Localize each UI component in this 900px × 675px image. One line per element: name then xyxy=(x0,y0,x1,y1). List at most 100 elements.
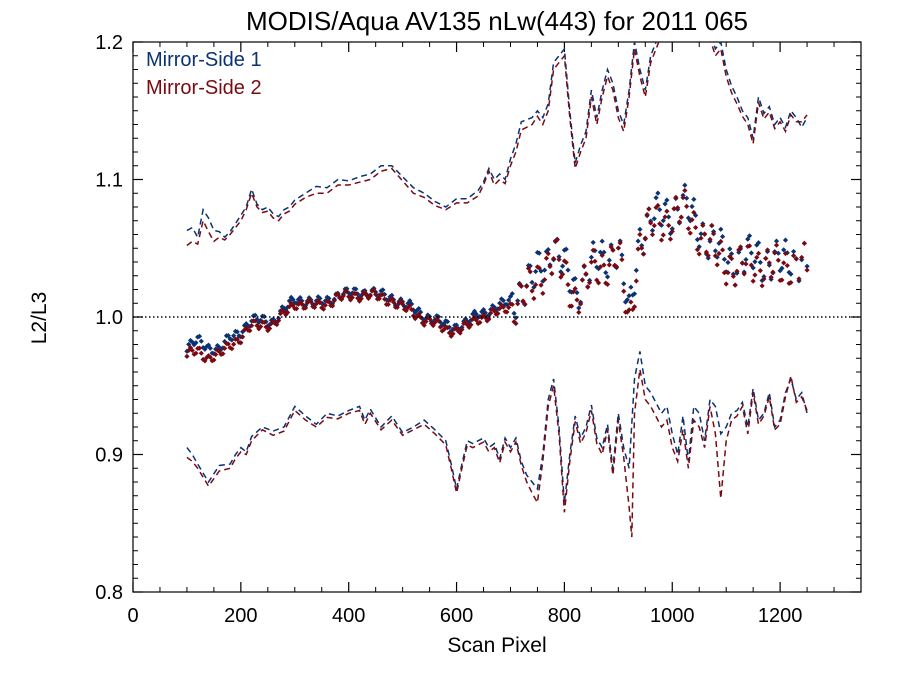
series-1-point xyxy=(479,309,485,315)
series-1-point xyxy=(531,284,537,290)
series-1-point xyxy=(619,252,625,258)
series-2-point xyxy=(274,321,280,328)
series-2-point xyxy=(545,250,551,257)
series-1-point xyxy=(506,297,512,303)
series-2-point xyxy=(516,281,523,288)
series-2-point xyxy=(525,265,532,271)
series-2-point xyxy=(207,354,213,360)
series-2-point xyxy=(437,324,443,330)
series-2-point xyxy=(416,311,422,317)
series-2-point xyxy=(308,299,314,305)
series-2-point xyxy=(743,261,749,267)
series-2-point xyxy=(549,270,555,277)
series-2-point xyxy=(396,300,402,306)
series-2-point xyxy=(389,295,395,301)
series-2-point xyxy=(326,299,332,305)
series-1-point xyxy=(653,195,659,201)
series-1-point xyxy=(236,333,242,339)
chart-title: MODIS/Aqua AV135 nLw(443) for 2011 065 xyxy=(246,6,748,36)
series-2-point xyxy=(563,259,569,265)
series-1-point xyxy=(689,203,695,210)
y-tick-label: 0.9 xyxy=(95,445,123,467)
series-2-point xyxy=(572,285,578,292)
series-1-point xyxy=(270,316,276,322)
series-1-point xyxy=(234,329,240,335)
series-2-point xyxy=(633,278,639,284)
series-2-point xyxy=(689,217,695,223)
series-1-point xyxy=(624,297,630,303)
series-2-point xyxy=(506,304,512,311)
series-2-point xyxy=(509,301,515,308)
series-1-point xyxy=(781,247,787,253)
series-2-point xyxy=(712,253,718,259)
series-2-point xyxy=(565,282,571,288)
series-1-point xyxy=(630,292,636,298)
series-1-point xyxy=(804,263,810,269)
series-2-point xyxy=(588,259,594,265)
series-1-point xyxy=(565,267,571,273)
series-1-point xyxy=(698,231,704,237)
series-2-point xyxy=(407,303,413,309)
series-2-point xyxy=(716,250,722,257)
series-2-point xyxy=(263,324,269,330)
series-2-point xyxy=(592,258,598,264)
series-2-point xyxy=(362,289,368,295)
legend-entry-mirror-side-2: Mirror-Side 2 xyxy=(146,77,262,99)
series-1-point xyxy=(187,337,194,344)
series-1-point xyxy=(786,269,792,276)
series-2-point xyxy=(358,296,364,302)
series-2-lower-envelope xyxy=(186,369,808,538)
series-2-point xyxy=(317,300,323,306)
series-2-point xyxy=(249,323,255,329)
series-2-point xyxy=(604,281,611,288)
series-1-point xyxy=(574,290,580,296)
series-1-point xyxy=(437,319,443,325)
series-2-point xyxy=(283,312,289,318)
series-1-point xyxy=(254,316,260,323)
series-1-point xyxy=(655,190,661,196)
series-2-point xyxy=(619,257,625,263)
series-2-point xyxy=(513,320,519,327)
series-1-point xyxy=(311,302,318,308)
series-2-point xyxy=(268,320,275,327)
series-1-point xyxy=(353,286,359,292)
series-2-point xyxy=(736,247,742,253)
series-1-point xyxy=(757,259,763,265)
series-2-point xyxy=(338,296,345,303)
series-2-point xyxy=(540,290,546,297)
series-2-point xyxy=(644,212,650,218)
x-tick-label: 0 xyxy=(127,605,138,627)
series-2-point xyxy=(610,247,616,253)
series-2-point xyxy=(621,288,627,294)
series-2-point xyxy=(577,301,584,307)
data-points xyxy=(184,182,810,364)
series-2-point xyxy=(365,295,372,301)
series-2-point xyxy=(373,291,379,297)
series-2-point xyxy=(423,318,429,325)
series-2-point xyxy=(790,253,797,259)
series-2-point xyxy=(543,255,550,261)
series-1-point xyxy=(637,226,643,232)
series-2-point xyxy=(376,296,382,302)
series-1-point xyxy=(684,195,690,201)
series-2-point xyxy=(570,289,576,295)
series-1-point xyxy=(725,259,731,266)
series-2-point xyxy=(576,309,582,315)
series-1-point xyxy=(184,348,190,354)
series-2-point xyxy=(240,334,246,340)
series-1-point xyxy=(389,292,395,298)
series-2-point xyxy=(353,291,359,297)
series-2-point xyxy=(473,317,479,323)
series-2-point xyxy=(538,282,544,288)
series-2-point xyxy=(344,289,350,295)
series-2-point xyxy=(639,245,645,251)
series-2-point xyxy=(524,283,530,290)
series-2-point xyxy=(637,231,643,238)
series-2-point xyxy=(432,319,438,326)
series-2-point xyxy=(788,279,794,286)
series-2-point xyxy=(635,246,641,252)
series-1-point xyxy=(743,256,749,263)
series-1-point xyxy=(621,281,627,287)
series-2-point xyxy=(184,353,190,359)
series-1-point xyxy=(486,312,492,318)
